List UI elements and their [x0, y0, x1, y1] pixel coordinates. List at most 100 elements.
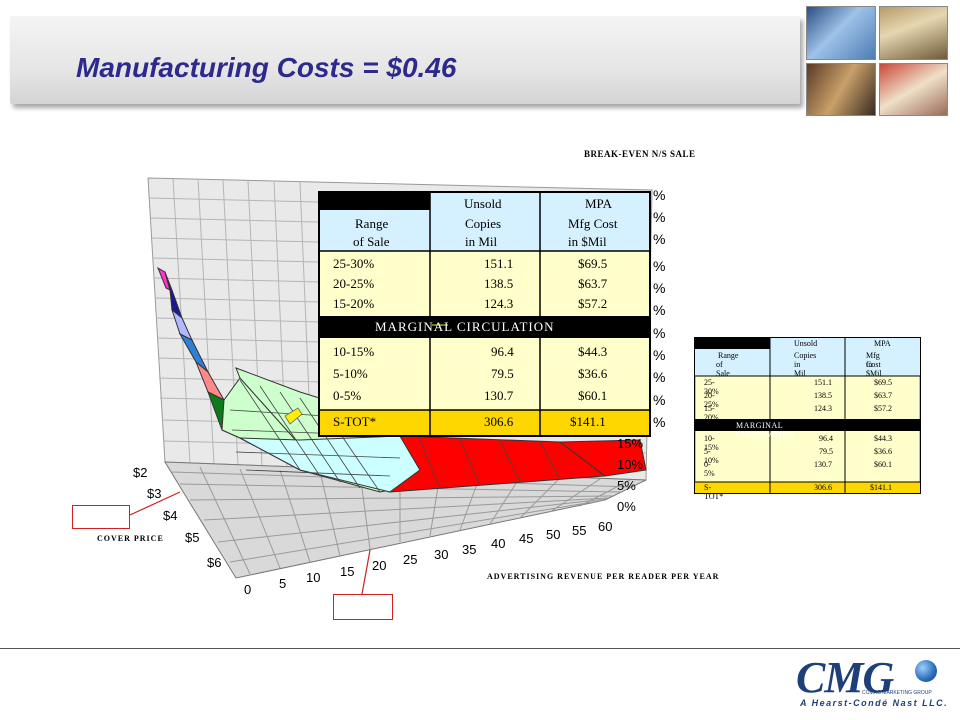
header-range: Range [355, 216, 389, 231]
pct-tick: 5% [617, 478, 636, 493]
row-range: 25-30% [333, 256, 375, 271]
small-table-frame [694, 337, 921, 494]
pct-fragment: % [653, 231, 666, 247]
sm-row-copies: 96.4 [819, 434, 833, 443]
header-mpa: MPA [585, 196, 612, 211]
row-cost: $60.1 [578, 388, 608, 403]
sm-row-range: 10-15% [704, 434, 719, 452]
row-copies: 130.7 [484, 388, 514, 403]
row-cost: $63.7 [578, 276, 608, 291]
pct-fragment: % [653, 302, 666, 318]
row-copies: 151.1 [484, 256, 514, 271]
photo-hands [806, 62, 876, 116]
row-copies: 79.5 [491, 366, 514, 381]
header-in-mil: in Mil [465, 234, 498, 249]
pct-tick: 15% [617, 436, 644, 451]
sm-row-cost: $60.1 [874, 460, 892, 469]
x-tick: 10 [306, 570, 321, 585]
large-table-header-black [320, 193, 430, 210]
price-tick: $6 [207, 555, 222, 570]
pct-fragment: % [653, 347, 666, 363]
cmg-logo-subtext: COMAG MARKETING GROUP [862, 690, 932, 696]
sm-total-cost: $141.1 [870, 483, 892, 492]
price-tick: $3 [147, 486, 162, 501]
pct-fragment: % [653, 209, 666, 225]
row-copies: 124.3 [484, 296, 514, 311]
header-unsold: Unsold [464, 196, 502, 211]
header-photo-collage [806, 6, 948, 116]
x-tick: 5 [279, 576, 287, 591]
sm-header-copies: Copies [794, 351, 817, 360]
small-table: Range of Sale Unsold Copies in Mil MPA M… [694, 337, 921, 501]
x-tick: 45 [519, 531, 534, 546]
photo-magazines [878, 6, 948, 60]
row-copies: 96.4 [491, 344, 514, 359]
row-cost: $36.6 [578, 366, 608, 381]
sm-row-range: 15-20% [704, 404, 719, 422]
x-tick: 15 [340, 564, 355, 579]
total-copies: 306.6 [484, 414, 514, 429]
sm-header-of-sale: of Sale [716, 360, 730, 378]
large-table-section-bar [320, 316, 649, 338]
sm-total-label: S-TOT* [704, 483, 724, 501]
cmg-logo: CMG [796, 653, 894, 702]
pct-fragment: % [653, 414, 666, 430]
slide-title: Manufacturing Costs = $0.46 [76, 52, 457, 83]
x-tick: 20 [372, 558, 387, 573]
revenue-callout-box [333, 594, 393, 620]
header-of-sale: of Sale [353, 234, 390, 249]
cover-price-axis-title: COVER PRICE [97, 534, 164, 543]
sm-row-range: 25-30% [704, 378, 719, 396]
surface-bands [157, 266, 647, 493]
pct-tick: 10% [617, 457, 644, 472]
total-label: S-TOT* [333, 414, 377, 429]
row-copies: 138.5 [484, 276, 514, 291]
sm-row-copies: 124.3 [814, 404, 832, 413]
section-label: MARGINAL CIRCULATION [375, 319, 555, 334]
row-range: 0-5% [333, 388, 362, 403]
sm-row-copies: 138.5 [814, 391, 832, 400]
row-range: 5-10% [333, 366, 368, 381]
sm-row-range: 20-25% [704, 391, 719, 409]
sm-row-cost: $57.2 [874, 404, 892, 413]
row-range: 15-20% [333, 296, 375, 311]
price-tick: $2 [133, 465, 148, 480]
sm-header-unsold: Unsold [794, 339, 818, 348]
pct-fragment: % [653, 325, 666, 341]
pct-fragment: % [653, 280, 666, 296]
sm-row-copies: 130.7 [814, 460, 832, 469]
large-table-header-bg [320, 210, 430, 251]
sm-row-range: 0-5% [704, 460, 715, 478]
row-range: 10-15% [333, 344, 375, 359]
break-even-title: BREAK-EVEN N/S SALE [584, 149, 696, 159]
footer-divider [0, 648, 960, 649]
ad-revenue-axis-title: ADVERTISING REVENUE PER READER PER YEAR [487, 572, 720, 581]
pointer-line-revenue [361, 549, 371, 595]
sm-row-cost: $69.5 [874, 378, 892, 387]
sm-row-cost: $36.6 [874, 447, 892, 456]
row-cost: $44.3 [578, 344, 608, 359]
sm-row-copies: 79.5 [819, 447, 833, 456]
pointer-line-price [129, 491, 181, 516]
pct-fragment: % [653, 187, 666, 203]
x-tick: 0 [244, 582, 252, 597]
sm-total-copies: 306.6 [814, 483, 832, 492]
row-range: 20-25% [333, 276, 375, 291]
large-table-total-row [320, 410, 649, 435]
total-cost: $141.1 [570, 414, 606, 429]
pct-fragment: % [653, 392, 666, 408]
sm-section-label: MARGINAL CIRCULATION [736, 421, 795, 439]
row-cost: $57.2 [578, 296, 608, 311]
price-tick: $4 [163, 508, 178, 523]
sm-row-cost: $63.7 [874, 391, 892, 400]
x-tick: 60 [598, 519, 613, 534]
sm-header-in-smil: in $Mil [866, 360, 882, 378]
sm-header-in-mil: in Mil [794, 360, 806, 378]
header-in-smil: in $Mil [568, 234, 607, 249]
x-tick: 50 [546, 527, 561, 542]
x-tick: 30 [434, 547, 449, 562]
sm-header-mpa: MPA [874, 339, 891, 348]
header-mfg-cost: Mfg Cost [568, 216, 618, 231]
x-tick: 35 [462, 542, 477, 557]
